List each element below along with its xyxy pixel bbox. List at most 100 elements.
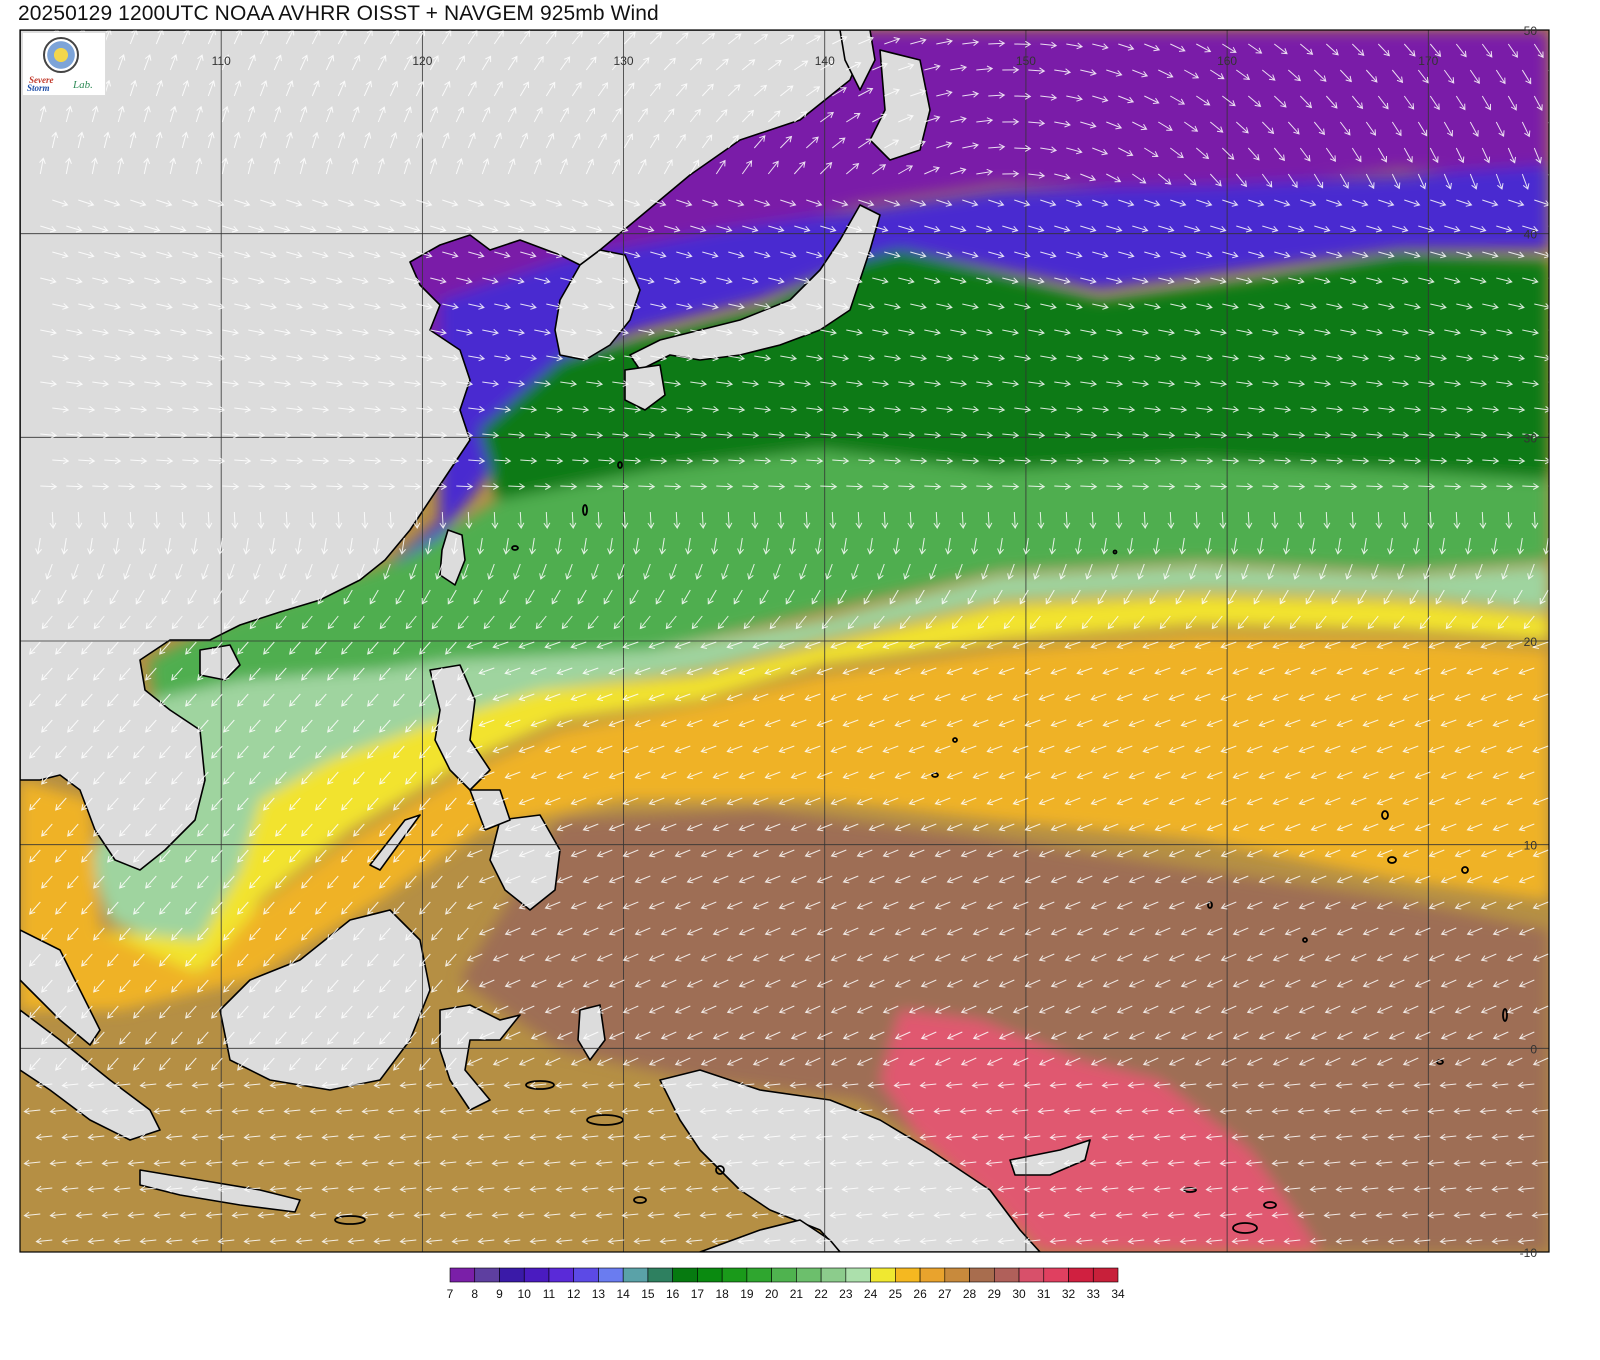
wind-arrow: [1263, 615, 1275, 630]
wind-arrow: [1128, 875, 1145, 884]
wind-arrow: [1144, 199, 1161, 207]
wind-arrow: [1014, 354, 1032, 362]
wind-arrow: [858, 251, 875, 259]
wind-arrow: [390, 406, 408, 413]
wind-arrow: [816, 1031, 833, 1040]
wind-arrow: [1245, 1159, 1263, 1167]
wind-arrow: [237, 901, 249, 915]
wind-arrow: [586, 277, 603, 285]
wind-arrow: [663, 57, 676, 71]
wind-arrow: [465, 1107, 483, 1115]
wind-arrow: [87, 1133, 105, 1141]
wind-arrow: [504, 667, 521, 675]
wind-arrow: [182, 354, 200, 362]
wind-arrow: [673, 1107, 691, 1115]
wind-arrow: [529, 1081, 547, 1089]
wind-arrow: [156, 199, 173, 207]
wind-arrow: [155, 79, 164, 97]
wind-arrow: [1300, 406, 1318, 413]
wind-arrow: [52, 199, 69, 207]
wind-arrow: [1378, 457, 1396, 465]
wind-arrow: [622, 797, 639, 806]
wind-arrow: [119, 615, 131, 630]
wind-arrow: [716, 225, 733, 233]
wind-arrow: [367, 693, 379, 707]
wind-arrow: [75, 511, 83, 529]
wind-arrow: [1246, 953, 1263, 962]
wind-arrow: [754, 303, 771, 310]
wind-arrow: [101, 1159, 119, 1167]
wind-arrow: [311, 131, 319, 149]
wind-arrow: [41, 979, 53, 993]
wind-arrow: [759, 589, 769, 605]
wind-arrow: [49, 1107, 67, 1115]
wind-arrow: [353, 1031, 365, 1045]
wind-arrow: [243, 537, 250, 555]
wind-arrow: [1518, 1031, 1535, 1040]
wind-arrow: [196, 225, 213, 233]
wind-arrow: [1428, 849, 1445, 858]
wind-arrow: [478, 927, 495, 936]
wind-arrow: [1454, 849, 1471, 858]
land-masses: [20, 30, 1091, 1252]
wind-arrow: [1532, 1057, 1549, 1066]
wind-arrow: [1480, 693, 1497, 702]
wind-arrow: [457, 1031, 469, 1045]
wind-arrow: [283, 1211, 301, 1219]
wind-arrow: [409, 563, 417, 580]
wind-arrow: [612, 431, 630, 439]
wind-arrow: [596, 1005, 613, 1014]
wind-arrow: [1288, 431, 1306, 439]
wind-arrow: [846, 328, 863, 336]
wind-arrow: [976, 168, 994, 176]
wind-arrow: [234, 251, 251, 259]
wind-arrow: [81, 901, 93, 915]
wind-arrow: [972, 719, 989, 728]
wind-arrow: [285, 131, 293, 149]
wind-arrow: [1011, 1211, 1029, 1219]
wind-arrow: [1064, 745, 1081, 754]
wind-arrow: [721, 563, 729, 580]
wind-arrow: [946, 719, 963, 728]
wind-arrow: [520, 406, 538, 413]
wind-arrow: [1158, 380, 1176, 388]
wind-arrow: [785, 589, 795, 605]
wind-arrow: [685, 1185, 703, 1193]
wind-arrow: [491, 1211, 509, 1219]
wind-arrow: [351, 157, 359, 175]
wind-arrow: [1309, 1185, 1327, 1193]
wind-arrow: [700, 1005, 717, 1014]
wind-arrow: [1518, 719, 1535, 728]
wind-arrow: [119, 667, 131, 681]
wind-arrow: [664, 328, 681, 336]
wind-arrow: [275, 1031, 287, 1045]
wind-arrow: [571, 30, 583, 45]
wind-arrow: [133, 1005, 145, 1019]
wind-arrow: [327, 615, 339, 630]
wind-arrow: [1350, 901, 1367, 910]
wind-arrow: [419, 1057, 431, 1071]
wind-arrow: [858, 303, 875, 310]
wind-arrow: [369, 589, 379, 605]
wind-arrow: [118, 328, 135, 336]
wind-arrow: [637, 108, 648, 123]
wind-arrow: [119, 875, 131, 889]
wind-arrow: [868, 667, 885, 675]
colorbar-label: 21: [790, 1287, 804, 1301]
wind-arrow: [936, 90, 953, 97]
wind-arrow: [93, 615, 105, 630]
wind-arrow: [1440, 927, 1457, 936]
wind-arrow: [596, 953, 613, 962]
wind-arrow: [492, 693, 509, 702]
wind-arrow: [908, 745, 925, 754]
wind-arrow: [312, 303, 329, 310]
wind-arrow: [1299, 147, 1311, 162]
wind-arrow: [529, 537, 536, 555]
wind-arrow: [274, 328, 291, 336]
wind-arrow: [1365, 173, 1375, 190]
wind-arrow: [634, 771, 651, 780]
wind-arrow: [390, 457, 408, 465]
wind-arrow: [1492, 667, 1509, 675]
wind-arrow: [988, 143, 1006, 151]
wind-arrow: [1506, 641, 1523, 649]
